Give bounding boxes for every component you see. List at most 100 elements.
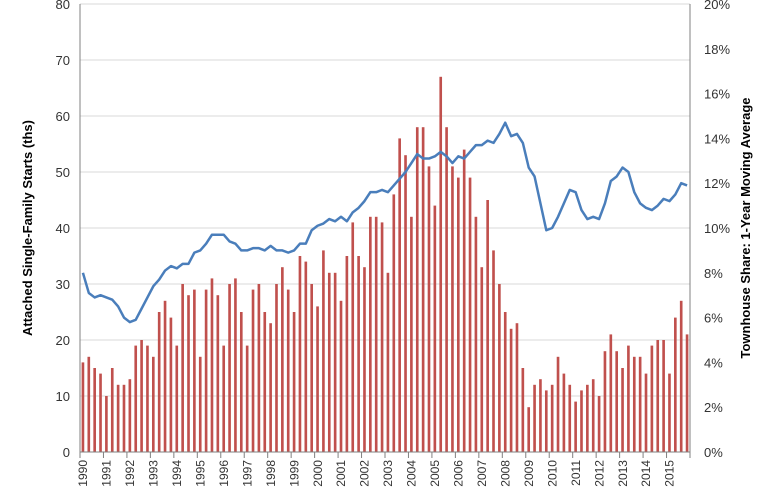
bar [374,216,378,452]
bar [415,127,419,452]
bar [445,127,448,452]
bar [304,261,308,452]
bar [146,345,149,452]
x-tick-label: 2002 [358,460,372,487]
x-tick-label: 2007 [475,460,489,487]
y-right-tick-label: 14% [704,131,730,146]
bar [380,222,384,452]
bar [181,284,184,452]
bar [339,300,343,452]
bar [140,340,143,452]
bar [632,356,636,452]
bar [99,373,102,452]
bar [550,384,554,452]
bar [609,334,613,452]
y-left-tick-label: 20 [56,333,70,348]
bar [392,194,396,452]
bar [105,396,108,452]
bar [87,356,91,452]
x-tick-label: 2015 [663,460,677,487]
bar [110,368,114,452]
bar [521,368,525,452]
bar [498,284,501,452]
bar [427,166,431,452]
bar [198,356,202,452]
bar [275,284,278,452]
x-tick-label: 1997 [240,460,254,487]
y-right-tick-label: 6% [704,311,723,326]
x-tick-label: 1990 [76,460,90,487]
bar [398,138,401,452]
bar [509,328,513,452]
bar [163,300,167,452]
bar [662,340,665,452]
bar [515,323,519,452]
y-right-tick-label: 8% [704,266,723,281]
x-tick-label: 2001 [334,460,348,487]
x-tick-label: 2003 [381,460,395,487]
bar [668,373,671,452]
bar [93,368,96,452]
bar [327,272,331,452]
x-tick-label: 1991 [100,460,114,487]
bar [239,312,243,452]
y-left-tick-label: 10 [56,389,70,404]
bar [269,323,272,452]
bar [234,278,237,452]
bar [292,312,296,452]
bar [486,200,489,452]
y-right-tick-label: 0% [704,445,723,460]
bar [656,340,660,452]
bar [316,306,319,452]
bar [556,356,560,452]
bar [580,390,583,452]
bar [345,256,349,452]
bar [621,368,624,452]
bar [627,345,630,452]
bar [468,177,472,452]
bar [562,373,566,452]
bar [310,284,314,452]
bar [644,373,648,452]
y-left-tick-label: 60 [56,109,70,124]
x-tick-label: 1996 [217,460,231,487]
bar [597,396,601,452]
bar [679,300,683,452]
bar [533,384,536,452]
bar [286,289,290,452]
bar [169,317,173,452]
x-tick-label: 2013 [616,460,630,487]
y-left-axis-title: Attached Single-Family Starts (ths) [20,120,35,336]
bar [674,317,677,452]
x-tick-label: 2010 [545,460,559,487]
y-right-tick-label: 16% [704,87,730,102]
bar [122,384,126,452]
y-left-tick-label: 30 [56,277,70,292]
bar [480,267,484,452]
bar [216,295,220,452]
bar [591,379,595,452]
x-tick-label: 1999 [287,460,301,487]
y-right-axis-title: Townhouse Share: 1-Year Moving Average [738,97,753,358]
bar [245,345,249,452]
x-tick-label: 2000 [311,460,325,487]
x-tick-label: 2014 [639,460,653,487]
bar [615,351,619,452]
bar [222,345,226,452]
bar [187,295,190,452]
bar [474,216,478,452]
bar [369,216,372,452]
x-tick-label: 1992 [123,460,137,487]
x-tick-label: 2011 [569,460,583,486]
x-tick-label: 1993 [147,460,161,487]
bar [544,390,548,452]
bar [251,289,255,452]
bar [210,278,214,452]
y-right-tick-label: 2% [704,400,723,415]
y-left-tick-label: 40 [56,221,70,236]
bar [204,289,208,452]
bar [451,166,454,452]
bar [503,312,507,452]
